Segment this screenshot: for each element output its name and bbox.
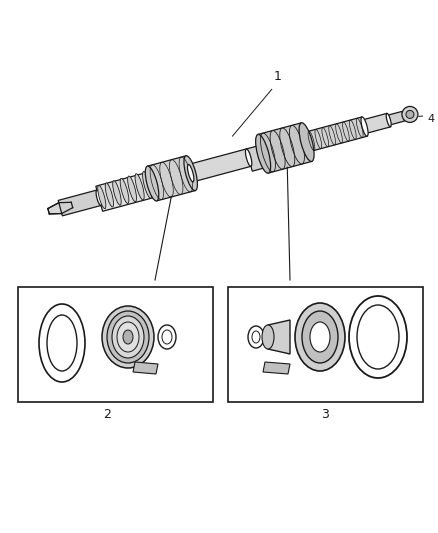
Ellipse shape (143, 172, 152, 198)
Polygon shape (363, 114, 391, 133)
Ellipse shape (310, 322, 330, 352)
Polygon shape (304, 117, 367, 152)
Ellipse shape (295, 303, 345, 371)
Ellipse shape (349, 296, 407, 378)
Polygon shape (133, 362, 158, 374)
Polygon shape (48, 203, 73, 214)
Polygon shape (58, 190, 101, 216)
Ellipse shape (187, 165, 194, 182)
Ellipse shape (96, 190, 102, 206)
Ellipse shape (402, 107, 418, 123)
Bar (18, 287, 213, 402)
Polygon shape (188, 149, 251, 182)
Ellipse shape (245, 149, 252, 166)
Ellipse shape (120, 179, 129, 204)
Ellipse shape (112, 316, 144, 358)
Text: 2: 2 (103, 408, 111, 421)
Ellipse shape (158, 325, 176, 349)
Polygon shape (387, 111, 404, 125)
Ellipse shape (102, 306, 154, 368)
Ellipse shape (145, 166, 159, 201)
Polygon shape (268, 320, 290, 354)
Ellipse shape (357, 305, 399, 369)
Ellipse shape (406, 110, 414, 118)
Polygon shape (246, 145, 267, 171)
Ellipse shape (162, 330, 172, 344)
Text: 1: 1 (274, 70, 282, 83)
Polygon shape (147, 156, 195, 201)
Ellipse shape (386, 114, 391, 127)
Ellipse shape (361, 117, 368, 136)
Ellipse shape (47, 315, 77, 371)
Ellipse shape (252, 331, 260, 343)
Polygon shape (96, 172, 155, 211)
Polygon shape (258, 123, 312, 173)
Ellipse shape (299, 123, 314, 161)
Ellipse shape (184, 156, 198, 191)
Ellipse shape (117, 322, 139, 352)
Ellipse shape (107, 311, 149, 363)
Ellipse shape (256, 134, 271, 173)
Text: 4: 4 (427, 114, 434, 124)
Ellipse shape (39, 304, 85, 382)
Ellipse shape (127, 176, 137, 201)
Ellipse shape (302, 311, 338, 363)
Text: 3: 3 (321, 408, 329, 421)
Ellipse shape (113, 181, 121, 205)
Ellipse shape (98, 185, 106, 209)
Ellipse shape (135, 174, 144, 200)
Ellipse shape (262, 325, 274, 349)
Ellipse shape (123, 330, 133, 344)
Ellipse shape (105, 183, 113, 207)
Polygon shape (263, 362, 290, 374)
Ellipse shape (248, 326, 264, 348)
Bar (228, 287, 423, 402)
